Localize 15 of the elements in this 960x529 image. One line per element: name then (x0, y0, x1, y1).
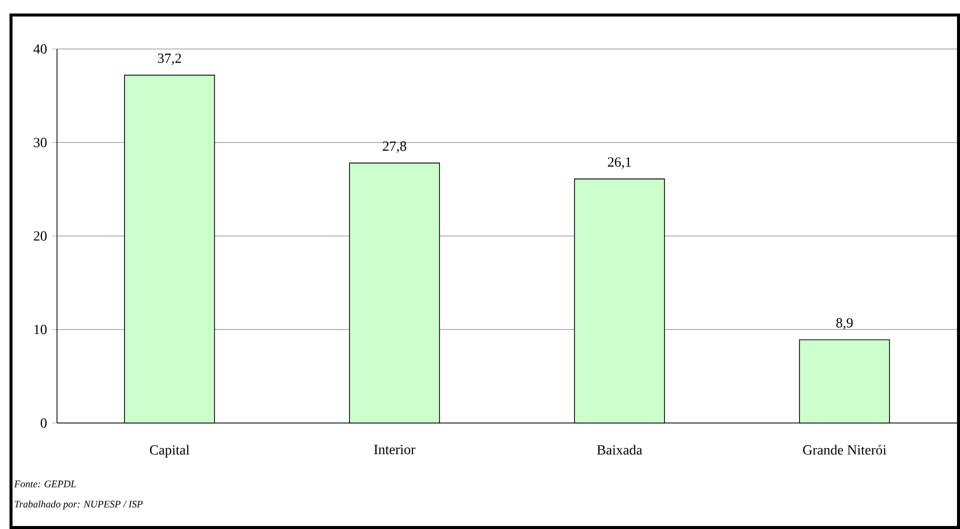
y-tick-label: 0 (40, 418, 47, 428)
text: Trabalhado por: NUPESP / ISP (14, 500, 143, 510)
y-tick-label: 20 (34, 231, 47, 241)
x-tick-label: Grande Niterói (803, 444, 886, 455)
data-label: 26,1 (608, 157, 631, 169)
data-label: 37,2 (158, 54, 181, 65)
data-label: 8,9 (836, 318, 853, 330)
x-tick-label: Interior (374, 444, 416, 454)
x-tick-label: Capital (150, 444, 190, 458)
data-label: 27,8 (382, 141, 406, 153)
y-tick-label: 10 (34, 324, 47, 334)
x-tick-label: Baixada (597, 444, 642, 455)
y-tick-label: 30 (34, 138, 47, 148)
y-tick-label: 40 (33, 44, 47, 54)
source-note: Fonte: GEPDL (14, 480, 76, 488)
